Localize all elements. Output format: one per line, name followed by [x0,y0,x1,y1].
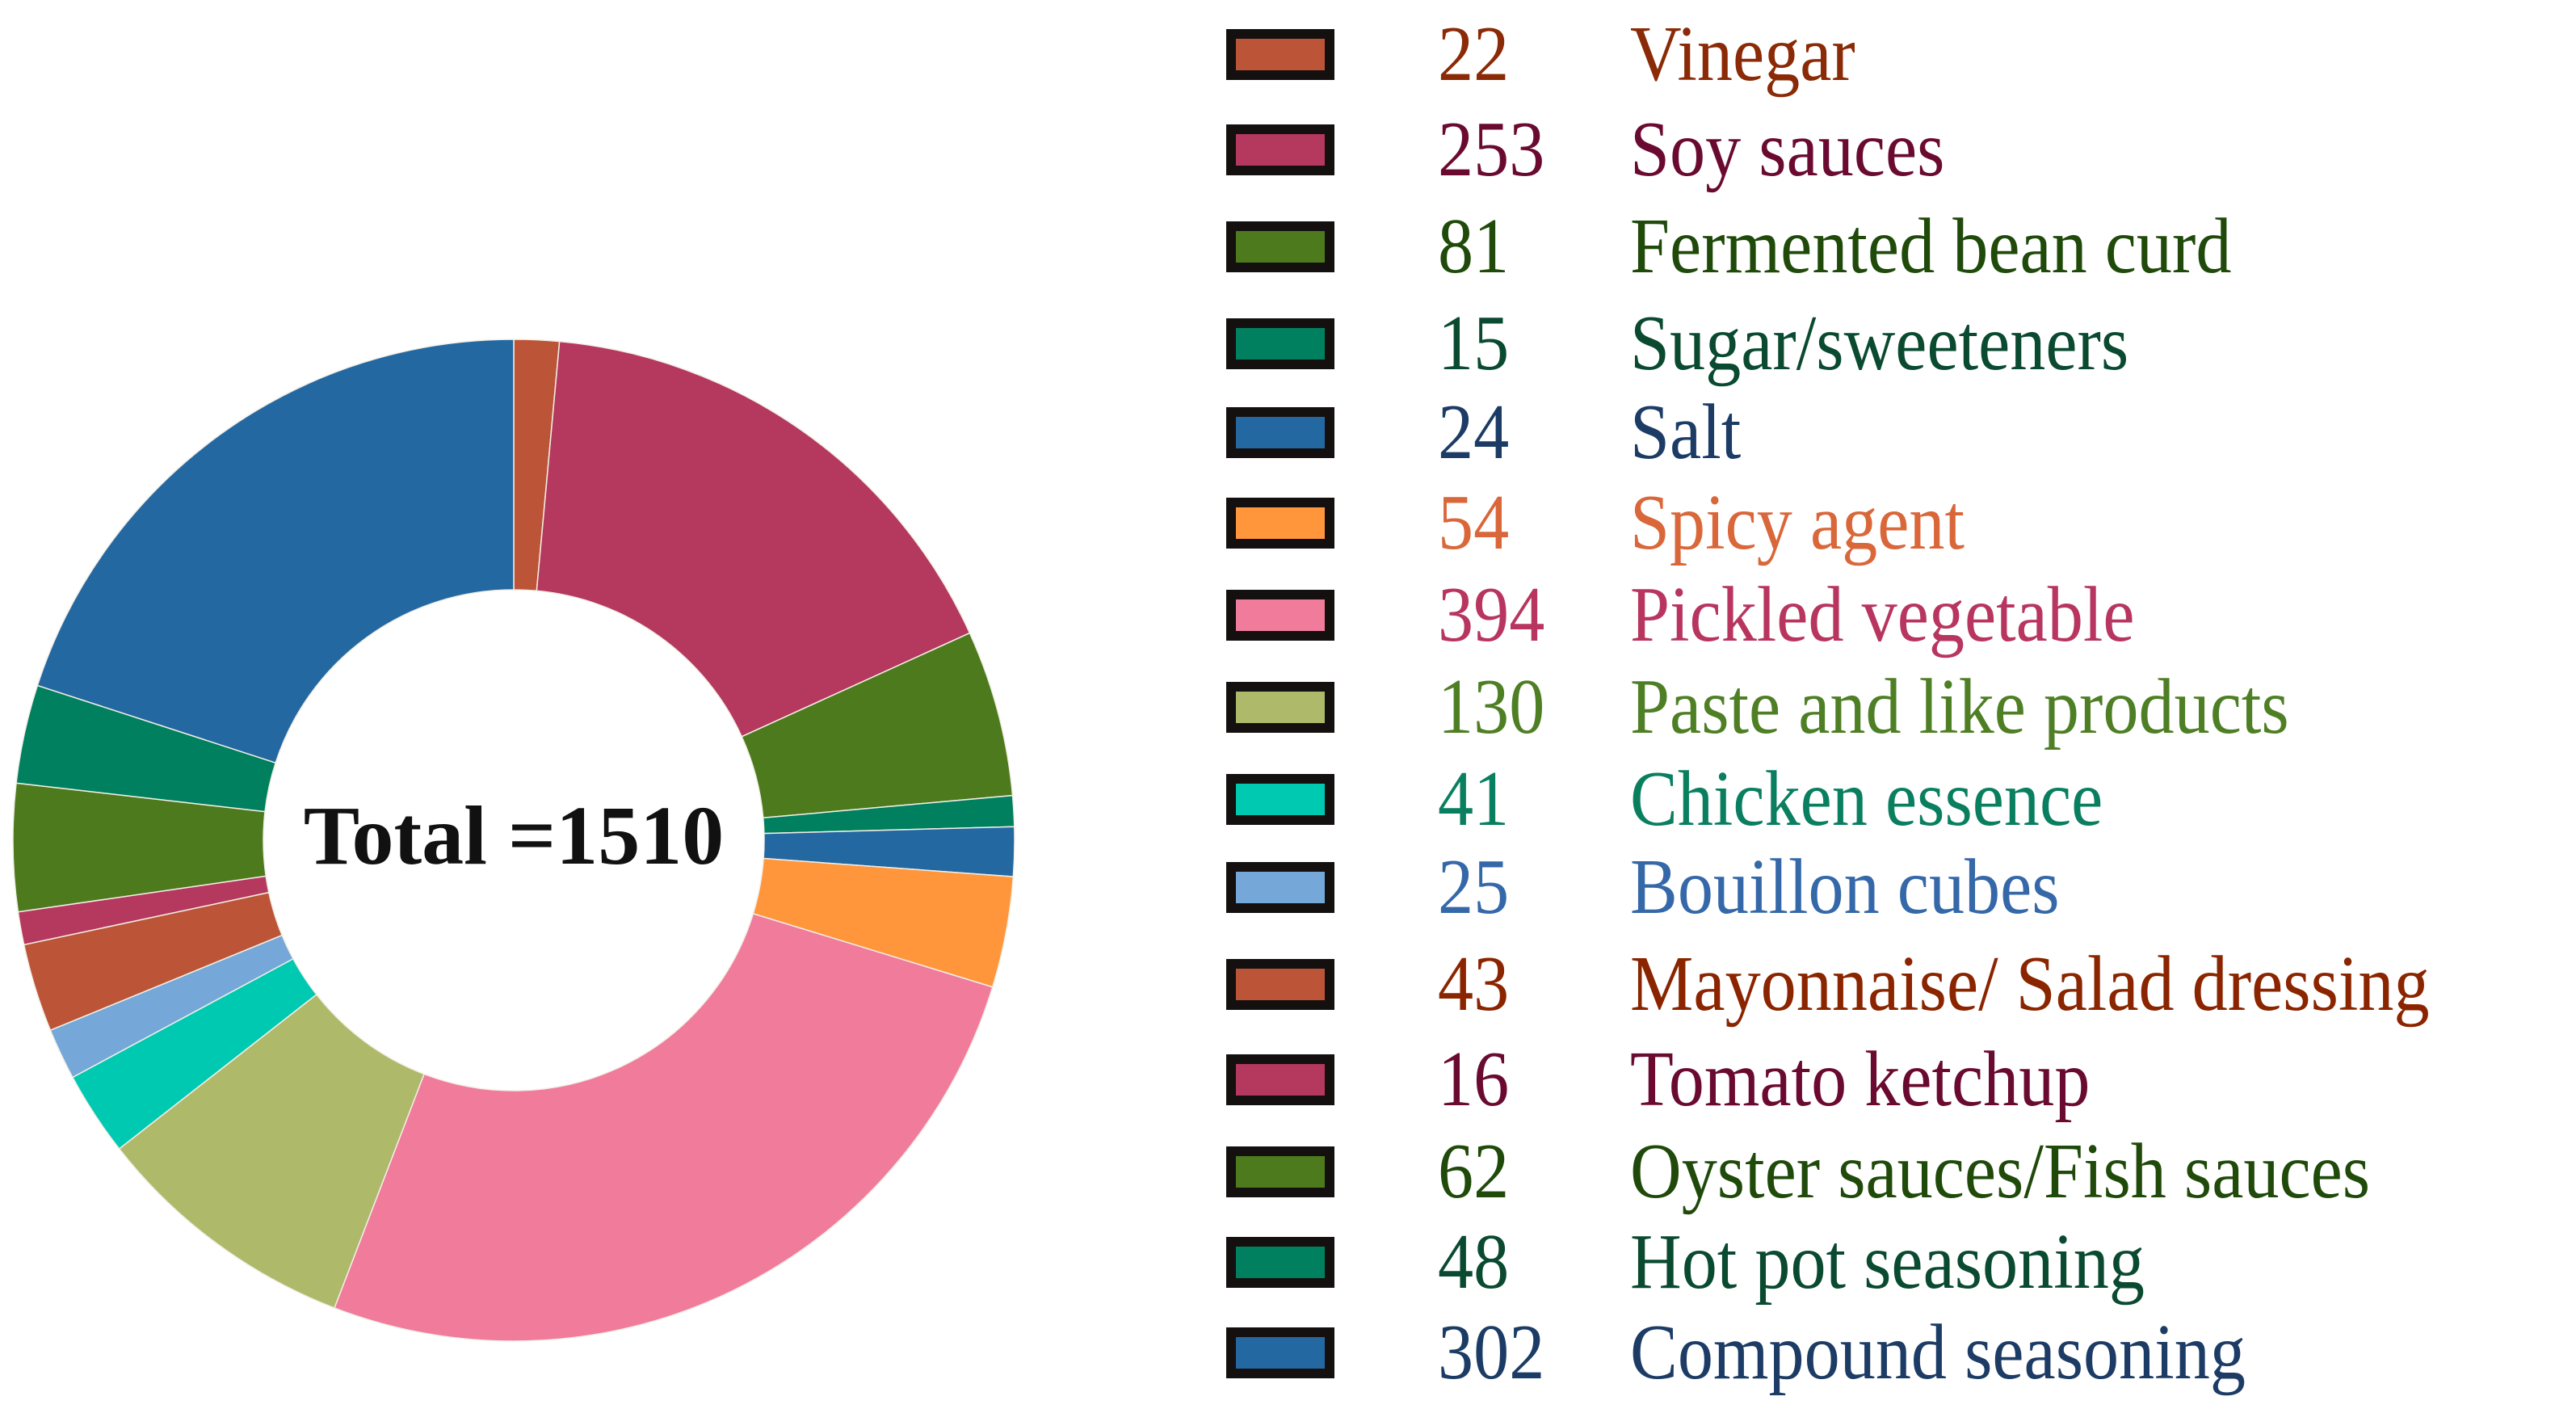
legend-value: 130 [1438,663,1545,751]
legend-swatch [1226,221,1334,272]
legend-label: Pickled vegetable [1630,571,2135,658]
legend-value: 54 [1438,479,1510,566]
legend-value: 43 [1438,940,1510,1028]
legend-swatch [1226,862,1334,913]
legend-item: 394 Pickled vegetable [1226,570,2575,659]
legend-label: Paste and like products [1630,663,2289,751]
legend-value: 62 [1438,1128,1510,1215]
legend-item: 43 Mayonnaise/ Salad dressing [1226,940,2575,1028]
legend-swatch [1226,1237,1334,1288]
total-label: Total =1510 [303,789,725,882]
legend-item: 25 Bouillon cubes [1226,843,2575,932]
legend-value: 24 [1438,389,1510,476]
legend-item: 62 Oyster sauces/Fish sauces [1226,1127,2575,1216]
legend-value: 22 [1438,11,1510,98]
legend-label: Oyster sauces/Fish sauces [1630,1128,2371,1215]
legend-item: 81 Fermented bean curd [1226,202,2575,291]
legend-item: 41 Chicken essence [1226,755,2575,843]
legend-swatch [1226,124,1334,175]
legend-label: Fermented bean curd [1630,203,2232,290]
legend-swatch [1226,774,1334,825]
legend-swatch [1226,407,1334,458]
legend-item: 253 Soy sauces [1226,105,2575,194]
legend-item: 16 Tomato ketchup [1226,1035,2575,1124]
legend-label: Salt [1630,389,1742,476]
legend-value: 25 [1438,843,1510,931]
donut-slice [118,993,425,1309]
legend-label: Hot pot seasoning [1630,1218,2145,1306]
legend-swatch [1226,498,1334,549]
legend-swatch [1226,1327,1334,1378]
legend-swatch [1226,1146,1334,1197]
legend-item: 130 Paste and like products [1226,662,2575,751]
legend-item: 54 Spicy agent [1226,478,2575,567]
legend-label: Compound seasoning [1630,1309,2246,1396]
legend-value: 394 [1438,571,1545,658]
legend-label: Spicy agent [1630,479,1965,566]
legend-label: Bouillon cubes [1630,843,2060,931]
legend-swatch [1226,318,1334,369]
legend-label: Soy sauces [1630,106,1945,193]
legend-value: 15 [1438,300,1510,387]
legend-label: Sugar/sweeteners [1630,300,2129,387]
legend-value: 48 [1438,1218,1510,1306]
legend-value: 253 [1438,106,1545,193]
donut-svg [12,339,1015,1342]
legend-item: 48 Hot pot seasoning [1226,1218,2575,1306]
legend-value: 41 [1438,755,1510,843]
legend-item: 24 Salt [1226,388,2575,477]
legend-label: Tomato ketchup [1630,1036,2091,1123]
legend-value: 81 [1438,203,1510,290]
legend-item: 22 Vinegar [1226,10,2575,99]
donut-slice [536,340,971,738]
legend-label: Vinegar [1630,11,1855,98]
legend-label: Chicken essence [1630,755,2103,843]
legend-swatch [1226,1054,1334,1105]
legend-swatch [1226,590,1334,641]
legend-label: Mayonnaise/ Salad dressing [1630,940,2430,1028]
legend-item: 302 Compound seasoning [1226,1308,2575,1397]
donut-slice [36,339,515,764]
legend-item: 15 Sugar/sweeteners [1226,299,2575,388]
legend-value: 16 [1438,1036,1510,1123]
legend-swatch [1226,29,1334,80]
legend-swatch [1226,682,1334,733]
donut-chart: Total =1510 [0,0,1042,1409]
donut-slice [334,912,994,1342]
legend-swatch [1226,959,1334,1010]
legend-value: 302 [1438,1309,1545,1396]
